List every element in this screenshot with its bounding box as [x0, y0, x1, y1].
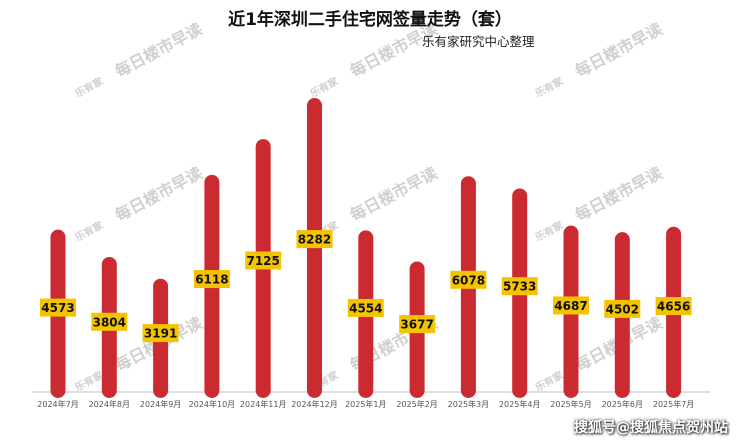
x-tick-label: 2024年9月: [140, 399, 181, 409]
value-label: 4502: [606, 302, 639, 316]
watermark-text: 每日楼市早读: [112, 163, 206, 225]
x-tick-labels-group: 2024年7月 2024年8月 2024年9月 2024年10月 2024年11月 202…: [37, 399, 694, 409]
value-label-bg: [553, 296, 589, 315]
x-tick-label: 2024年10月: [189, 399, 236, 409]
x-tick-label: 2024年11月: [240, 399, 287, 409]
value-label: 6078: [452, 273, 485, 287]
value-label: 4656: [657, 300, 690, 314]
value-label-bg: [347, 298, 384, 317]
x-tick-label: 2024年8月: [89, 399, 130, 409]
x-tick-label: 2025年4月: [499, 399, 540, 409]
value-label-bg: [604, 299, 641, 318]
chart-title: 近1年深圳二手住宅网签量走势（套）: [228, 9, 512, 30]
watermark-logo: 乐有家: [533, 74, 566, 100]
watermark-logo: 乐有家: [533, 218, 566, 244]
watermark-logo: 乐有家: [533, 368, 566, 394]
value-label: 8282: [298, 233, 331, 247]
x-tick-label: 2024年7月: [37, 399, 78, 409]
x-tick-label: 2025年2月: [396, 399, 437, 409]
x-tick-label: 2024年12月: [291, 399, 338, 409]
value-label: 4687: [554, 299, 587, 313]
x-tick-label: 2025年7月: [653, 399, 694, 409]
source-credit: 搜狐号@搜狐焦点贺州站: [574, 420, 728, 436]
value-label-bg: [501, 277, 538, 296]
value-label-bg: [142, 324, 179, 343]
value-label-bg: [91, 312, 128, 331]
watermark-text: 每日楼市早读: [112, 19, 206, 81]
value-label: 3191: [144, 327, 177, 341]
watermark-logo: 乐有家: [73, 368, 106, 394]
watermark-logo: 乐有家: [73, 218, 106, 244]
x-tick-label: 2025年1月: [345, 399, 386, 409]
value-label: 4573: [41, 301, 74, 315]
value-label-bg: [245, 251, 282, 270]
value-label-bg: [399, 315, 436, 334]
value-label-bg: [655, 297, 692, 316]
value-label: 3677: [400, 318, 433, 332]
value-label-bg: [40, 298, 76, 317]
watermark-text: 每日楼市早读: [347, 163, 441, 225]
x-tick-label: 2025年3月: [448, 399, 489, 409]
x-tick-label: 2025年6月: [602, 399, 643, 409]
value-labels-group: 4573 3804 3191 6118 7125 8282 4554 3677 6078 5733…: [40, 230, 692, 343]
watermark-text: 每日楼市早读: [572, 163, 666, 225]
value-label: 4554: [349, 301, 382, 315]
watermark-text: 每日楼市早读: [572, 19, 666, 81]
x-tick-label: 2025年5月: [550, 399, 591, 409]
value-label: 7125: [246, 254, 279, 268]
value-label: 6118: [195, 273, 228, 287]
value-label: 5733: [503, 280, 536, 294]
value-label-bg: [193, 270, 230, 289]
watermark-logo: 乐有家: [308, 74, 341, 100]
chart-subtitle: 乐有家研究中心整理: [422, 34, 535, 49]
value-label-bg: [450, 270, 487, 289]
watermark-logo: 乐有家: [73, 74, 106, 100]
value-label-bg: [296, 230, 333, 249]
value-label: 3804: [93, 315, 126, 329]
